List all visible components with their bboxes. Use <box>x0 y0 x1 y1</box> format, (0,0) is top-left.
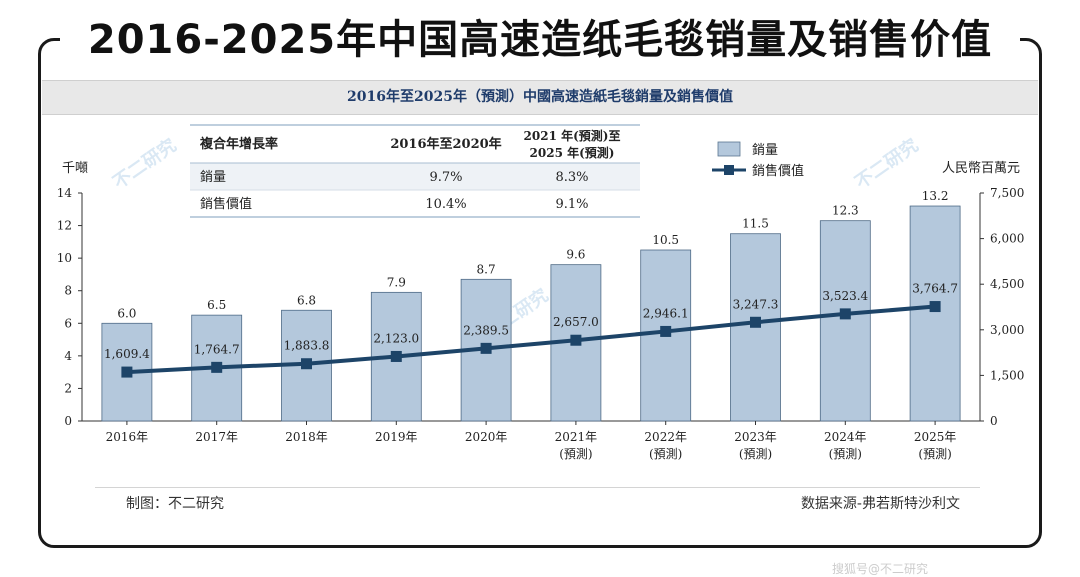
y-tick-label-left: 4 <box>64 349 72 363</box>
line-value-label: 2,123.0 <box>373 331 419 345</box>
y-tick-label-left: 6 <box>64 316 72 330</box>
line-point <box>390 350 402 362</box>
x-tick-label: 2024年 <box>824 430 867 444</box>
x-tick-label: 2017年 <box>195 430 238 444</box>
x-tick-label: 2025年 <box>914 430 957 444</box>
table-header-period1: 2016年至2020年 <box>390 136 501 152</box>
y-tick-label-left: 2 <box>64 381 72 395</box>
line-value-label: 1,883.8 <box>284 339 330 353</box>
bar-value-label: 6.0 <box>117 306 136 320</box>
bar-value-label: 11.5 <box>742 217 769 231</box>
line-point <box>121 366 133 378</box>
line-point <box>750 316 761 328</box>
x-tick-label: 2022年 <box>644 430 687 444</box>
bar-value-label: 6.5 <box>207 298 226 312</box>
line-value-label: 3,247.3 <box>733 297 779 311</box>
y-tick-label-left: 10 <box>57 251 72 265</box>
x-tick-label: 2019年 <box>375 430 418 444</box>
line-point <box>570 334 582 346</box>
line-value-label: 1,609.4 <box>104 347 150 361</box>
line-value-label: 2,946.1 <box>643 306 689 320</box>
line-point <box>301 358 312 370</box>
legend-label: 銷售價值 <box>752 163 804 179</box>
chart-subtitle: 2016年至2025年（預測）中國高速造紙毛毯銷量及銷售價值 <box>42 80 1038 115</box>
line-value-label: 2,389.5 <box>463 323 509 337</box>
bar-value-label: 12.3 <box>832 204 859 218</box>
bar-value-label: 13.2 <box>922 189 949 203</box>
sales-value-line <box>126 304 936 375</box>
line-value-label: 3,523.4 <box>822 289 868 303</box>
line-point <box>211 361 223 373</box>
y-tick-label-right: 3,000 <box>990 323 1024 337</box>
x-tick-sublabel: (預測) <box>559 447 592 461</box>
x-tick-sublabel: (預測) <box>829 447 862 461</box>
x-tick-label: 2018年 <box>285 430 328 444</box>
line-point <box>839 308 851 320</box>
x-tick-label: 2016年 <box>106 430 149 444</box>
x-tick-sublabel: (預測) <box>649 447 682 461</box>
table-header-period2-line2: 2025 年(預測) <box>530 145 615 160</box>
x-tick-sublabel: (預測) <box>918 447 951 461</box>
bar-value-label: 10.5 <box>652 233 679 247</box>
x-tick-label: 2023年 <box>734 430 777 444</box>
y-axis-left-title: 千噸 <box>62 161 88 176</box>
y-tick-label-left: 8 <box>64 284 72 298</box>
y-tick-label-left: 12 <box>57 219 72 233</box>
bar-value-label: 7.9 <box>387 275 406 289</box>
table-cell: 8.3% <box>555 170 588 185</box>
bar-value-label: 8.7 <box>477 262 496 276</box>
table-row-label: 銷量 <box>200 169 226 185</box>
line-point <box>480 342 492 354</box>
line-value-label: 3,764.7 <box>912 282 958 296</box>
footer-source: 数据来源-弗若斯特沙利文 <box>800 496 960 512</box>
bar-value-label: 9.6 <box>566 248 585 262</box>
bar-value-label: 6.8 <box>297 293 316 307</box>
y-axis-right-title: 人民幣百萬元 <box>942 161 1020 176</box>
y-tick-label-right: 0 <box>990 414 998 428</box>
x-tick-sublabel: (預測) <box>739 447 772 461</box>
cagr-table: 複合年增長率 2016年至2020年 2021 年(預測)至 2025 年(預測… <box>190 124 640 218</box>
table-row-shade <box>190 163 640 190</box>
legend-line-marker <box>724 165 734 175</box>
line-value-label: 1,764.7 <box>194 342 240 356</box>
table-cell: 10.4% <box>425 197 466 212</box>
bottom-watermark-text: 搜狐号@不二研究 <box>832 562 929 576</box>
legend: 銷量 銷售價值 <box>712 141 804 179</box>
y-tick-label-left: 14 <box>57 186 73 200</box>
table-cell: 9.7% <box>429 170 462 185</box>
y-tick-label-right: 1,500 <box>990 368 1024 382</box>
table-header-period2-line1: 2021 年(預測)至 <box>524 128 621 143</box>
y-tick-label-left: 0 <box>64 414 72 428</box>
line-value-label: 2,657.0 <box>553 315 599 329</box>
bar <box>819 220 871 422</box>
table-cell: 9.1% <box>555 197 588 212</box>
line-point <box>929 301 941 313</box>
footer-divider <box>95 487 980 488</box>
y-tick-label-right: 7,500 <box>990 186 1024 200</box>
main-title: 2016-2025年中国高速造纸毛毯销量及销售价值 <box>60 14 1020 66</box>
x-tick-label: 2021年 <box>555 430 598 444</box>
legend-bar-swatch <box>717 141 741 157</box>
table-header-label: 複合年增長率 <box>199 136 278 152</box>
x-tick-label: 2020年 <box>465 430 508 444</box>
line-point <box>660 325 672 337</box>
legend-label: 銷量 <box>752 142 778 158</box>
y-tick-label-right: 6,000 <box>990 232 1024 246</box>
bar <box>909 205 961 422</box>
footer-credit: 制图：不二研究 <box>126 496 224 512</box>
table-row-label: 銷售價值 <box>200 196 252 212</box>
y-tick-label-right: 4,500 <box>990 277 1024 291</box>
